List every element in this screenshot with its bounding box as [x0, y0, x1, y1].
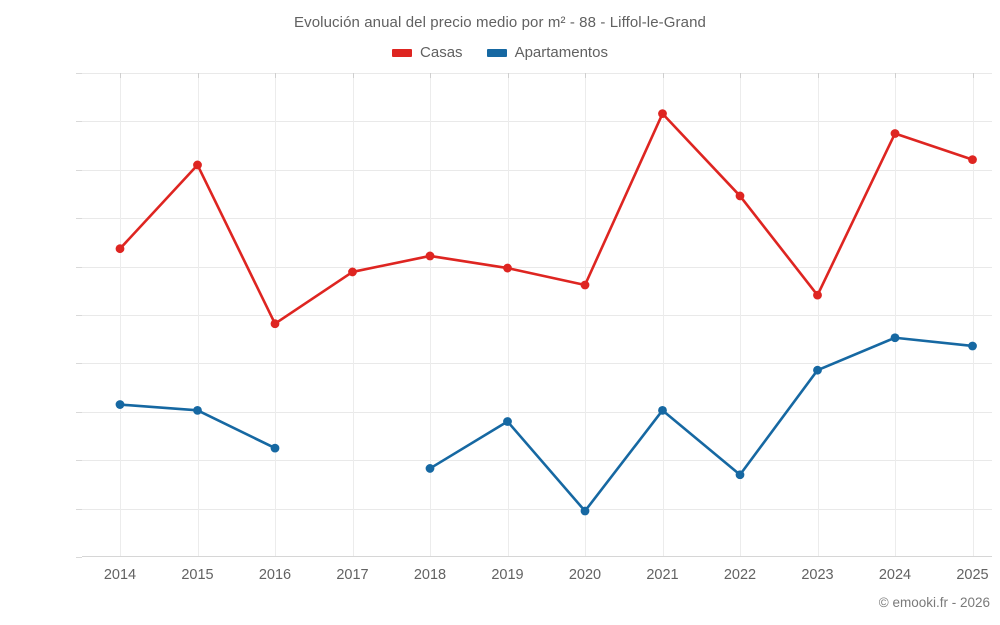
gridline-vertical — [507, 73, 509, 557]
x-tick-mark — [740, 73, 741, 78]
data-point-apartamentos-2022[interactable] — [735, 470, 745, 480]
data-point-casas-2018[interactable] — [425, 251, 435, 261]
gridline-horizontal — [82, 121, 992, 123]
data-point-apartamentos-2020[interactable] — [580, 506, 590, 516]
x-axis-tick-label: 2025 — [956, 567, 989, 583]
y-tick-mark — [76, 363, 82, 365]
x-tick-mark — [197, 73, 199, 78]
gridline-horizontal — [82, 508, 992, 510]
x-tick-mark — [662, 73, 664, 78]
x-axis-tick-label: 2023 — [801, 567, 834, 583]
x-axis-tick-label: 2020 — [568, 567, 602, 583]
plot-area: 0 €100 €200 €300 €400 €500 €600 €700 €80… — [76, 73, 992, 583]
x-axis-tick-label: 2021 — [646, 567, 679, 583]
y-tick-mark — [76, 411, 82, 413]
data-point-casas-2021[interactable] — [658, 109, 667, 119]
gridline-vertical — [662, 73, 664, 557]
legend-item-apartamentos[interactable]: Apartamentos — [486, 44, 608, 61]
data-point-apartamentos-2023[interactable] — [813, 365, 822, 375]
data-point-casas-2019[interactable] — [503, 263, 512, 273]
y-tick-mark — [76, 169, 82, 171]
x-axis-tick-label: 2022 — [723, 567, 757, 583]
x-tick-mark — [895, 73, 896, 78]
chart-legend: Casas Apartamentos — [0, 44, 1000, 61]
series-line-apartamentos — [428, 336, 974, 513]
data-point-casas-2023[interactable] — [813, 290, 822, 300]
data-point-apartamentos-2015[interactable] — [193, 405, 202, 415]
legend-swatch-icon-apartamentos — [486, 48, 507, 57]
gridline-vertical — [120, 73, 121, 557]
gridline-horizontal — [82, 218, 992, 220]
data-point-casas-2014[interactable] — [115, 244, 125, 254]
y-tick-mark — [76, 315, 82, 316]
y-tick-mark — [76, 508, 82, 510]
data-point-casas-2015[interactable] — [193, 160, 202, 170]
y-tick-mark — [76, 557, 82, 558]
data-point-apartamentos-2014[interactable] — [115, 400, 125, 409]
legend-label-casas: Casas — [420, 44, 463, 61]
gridline-horizontal — [82, 460, 992, 462]
gridline-vertical — [585, 73, 586, 557]
gridline-horizontal — [82, 315, 992, 316]
x-axis-tick-label: 2016 — [258, 567, 292, 583]
x-axis-tick-label: 2014 — [103, 567, 137, 583]
gridline-horizontal — [82, 169, 992, 171]
x-axis-tick-label: 2024 — [878, 567, 912, 583]
data-point-casas-2017[interactable] — [348, 267, 357, 277]
data-point-casas-2024[interactable] — [890, 129, 900, 138]
x-axis-tick-label: 2019 — [491, 567, 524, 583]
x-tick-mark — [275, 73, 276, 78]
legend-item-casas[interactable]: Casas — [392, 44, 463, 61]
x-tick-mark — [972, 73, 974, 78]
data-point-casas-2020[interactable] — [580, 280, 590, 290]
x-tick-mark — [430, 73, 431, 78]
data-point-casas-2016[interactable] — [270, 319, 280, 329]
x-tick-mark — [585, 73, 586, 78]
gridline-horizontal — [82, 411, 992, 413]
y-tick-mark — [76, 266, 82, 268]
x-tick-mark — [352, 73, 354, 78]
x-tick-mark — [120, 73, 121, 78]
y-tick-mark — [76, 73, 82, 74]
data-point-apartamentos-2025[interactable] — [968, 341, 977, 351]
x-tick-mark — [817, 73, 819, 78]
page-title: Evolución anual del precio medio por m² … — [294, 14, 706, 31]
gridline-vertical — [352, 73, 354, 557]
x-tick-mark — [507, 73, 509, 78]
gridline-horizontal — [82, 73, 992, 74]
series-line-casas — [118, 112, 974, 326]
data-point-apartamentos-2024[interactable] — [890, 333, 900, 343]
data-point-casas-2025[interactable] — [968, 155, 977, 165]
gridline-vertical — [430, 73, 431, 557]
legend-swatch-icon-casas — [392, 48, 413, 57]
gridline-vertical — [740, 73, 741, 557]
y-tick-mark — [76, 121, 82, 123]
data-point-casas-2022[interactable] — [735, 191, 745, 201]
gridline-vertical — [197, 73, 199, 557]
data-point-apartamentos-2018[interactable] — [425, 464, 435, 473]
gridline-vertical — [817, 73, 819, 557]
y-tick-mark — [76, 218, 82, 220]
legend-label-apartamentos: Apartamentos — [514, 44, 608, 61]
x-axis-tick-label: 2018 — [413, 567, 447, 583]
x-axis-baseline — [82, 556, 992, 557]
x-axis-tick-label: 2015 — [181, 567, 214, 583]
y-tick-mark — [76, 460, 82, 462]
data-point-apartamentos-2021[interactable] — [658, 405, 667, 415]
data-point-apartamentos-2019[interactable] — [503, 417, 512, 426]
gridline-horizontal — [82, 363, 992, 365]
data-point-apartamentos-2016[interactable] — [270, 443, 280, 453]
gridline-vertical — [275, 73, 276, 557]
gridline-vertical — [895, 73, 896, 557]
gridline-horizontal — [82, 266, 992, 268]
footer-credit: © emooki.fr - 2026 — [878, 595, 990, 610]
series-layer — [115, 109, 977, 516]
gridline-vertical — [972, 73, 974, 557]
x-axis-tick-label: 2017 — [336, 567, 369, 583]
